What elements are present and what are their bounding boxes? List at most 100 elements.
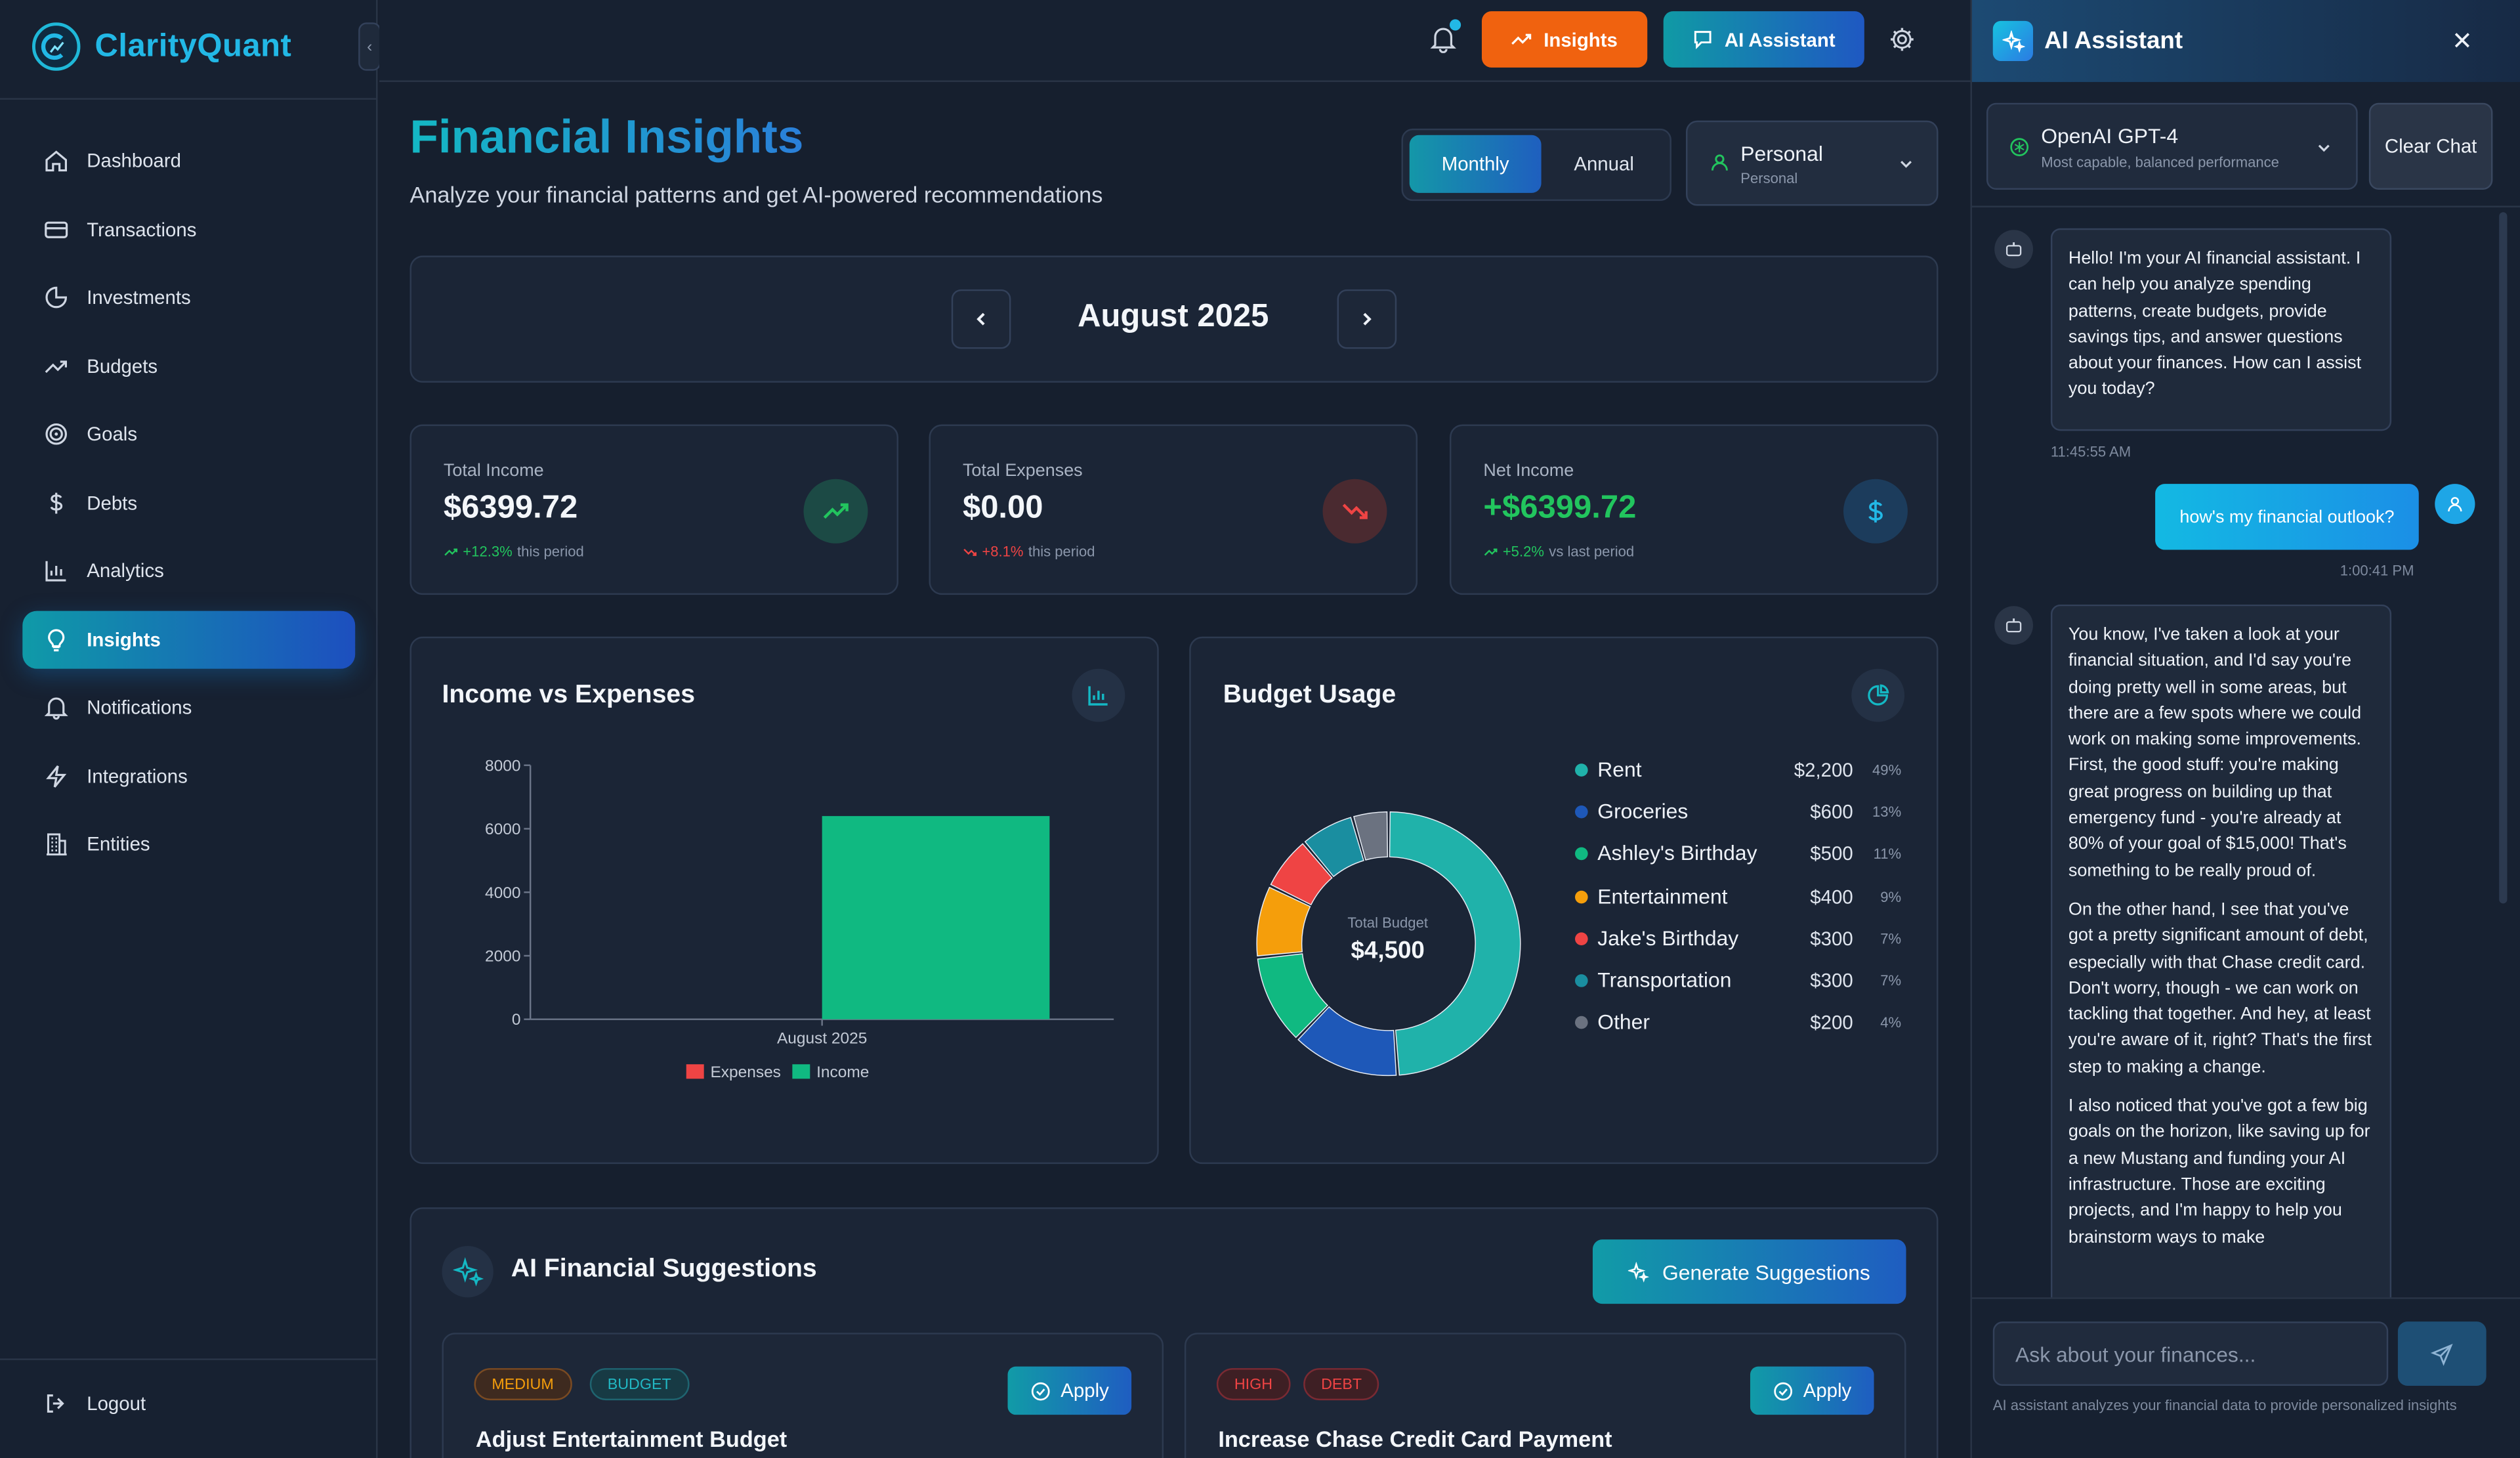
apply-suggestion-button[interactable]: Apply [1750,1366,1874,1415]
sidebar-item-label: Transactions [87,217,197,241]
legend-swatch [686,1064,704,1079]
sidebar-item-dashboard[interactable]: Dashboard [22,132,355,190]
trending-up-icon [43,353,69,379]
trend-down-icon [963,544,977,559]
donut-slice-ashley-s-birthday[interactable] [1257,953,1328,1039]
user-message: how's my financial outlook? [2155,484,2419,550]
sidebar-item-budgets[interactable]: Budgets [22,337,355,395]
donut-slice-other[interactable] [1353,811,1389,861]
sidebar-item-investments[interactable]: Investments [22,268,355,326]
chat-input[interactable] [1992,1321,2389,1386]
message-paragraph: On the other hand, I see that you've got… [2068,900,2372,1077]
target-icon [43,421,69,447]
stat-change-value: +5.2% [1502,543,1544,560]
month-navigator [410,255,1939,383]
ai-assistant-button[interactable]: AI Assistant [1663,11,1864,68]
y-tick-label: 4000 [485,884,520,902]
income-expenses-bar-chart: 0 2000 4000 6000 8000 August 2025 Expenses Inco… [485,757,1114,1081]
model-description: Most capable, balanced performance [2041,154,2279,171]
generate-suggestions-button[interactable]: Generate Suggestions [1592,1239,1906,1304]
stat-value: $0.00 [962,490,1043,526]
settings-gear-icon[interactable] [1889,26,1916,53]
legend-item: Rent $2,200 49% [1575,756,1901,784]
legend-label: Other [1597,1010,1650,1035]
suggestion-title: Increase Chase Credit Card Payment [1218,1426,1612,1452]
assistant-message: You know, I've taken a look at your fina… [2050,604,2392,1298]
entity-select[interactable] [1686,120,1939,206]
sidebar-item-notifications[interactable]: Notifications [22,678,355,736]
close-icon[interactable] [2451,29,2473,51]
donut-center-label: Total Budget [1347,914,1428,931]
send-button[interactable] [2397,1321,2487,1386]
y-tick-label: 8000 [485,757,520,775]
send-icon [2430,1342,2454,1366]
stat-change-suffix: this period [1028,543,1095,560]
stat-change: +12.3% this period [444,544,584,559]
sidebar-item-goals[interactable]: Goals [22,405,355,463]
message-paragraph: You know, I've taken a look at your fina… [2068,625,2362,881]
stat-card-income: Total Income $6399.72 +12.3% this period [410,424,898,595]
current-month: August 2025 [1078,299,1269,335]
donut-slice-rent[interactable] [1389,811,1521,1076]
sidebar-item-entities[interactable]: Entities [22,815,355,873]
period-annual-button[interactable]: Annual [1574,152,1634,175]
legend-item: Ashley's Birthday $500 11% [1575,840,1901,868]
model-select[interactable] [1986,102,2358,190]
legend-item: Other $200 4% [1575,1008,1901,1037]
chat-scrollbar[interactable] [2499,212,2508,904]
sidebar-item-insights[interactable]: Insights [22,610,356,668]
ai-panel-header [1971,0,2520,82]
chat-icon [1692,29,1713,50]
dollar-icon [43,490,69,515]
stat-change-value: +12.3% [463,543,513,560]
budget-donut-chart [1256,811,1521,1077]
previous-month-button[interactable] [951,289,1011,349]
trend-up-icon [1483,544,1498,559]
clear-chat-button[interactable]: Clear Chat [2368,102,2493,190]
stat-label: Total Expenses [962,461,1083,481]
trending-up-icon [803,479,868,544]
period-monthly-button[interactable]: Monthly [1409,135,1542,193]
ai-disclaimer: AI assistant analyzes your financial dat… [1992,1397,2457,1413]
donut-slice-groceries[interactable] [1297,1006,1397,1077]
sidebar-item-debts[interactable]: Debts [22,473,355,531]
message-timestamp: 11:45:55 AM [2050,443,2132,460]
chevron-right-icon [1358,311,1376,328]
message-timestamp: 1:00:41 PM [2340,563,2414,579]
ai-panel-title: AI Assistant [2044,27,2183,55]
chart-title: Income vs Expenses [442,681,696,710]
legend-percent: 9% [1880,888,1902,905]
stat-change-suffix: this period [517,543,584,560]
apply-suggestion-button[interactable]: Apply [1007,1366,1132,1415]
sidebar-item-label: Insights [87,628,161,651]
collapse-sidebar-button[interactable]: ‹ [358,22,381,71]
next-month-button[interactable] [1337,289,1397,349]
logo[interactable]: ClarityQuant [32,22,291,71]
credit-card-icon [43,216,69,242]
donut-slice-transportation[interactable] [1304,817,1364,878]
bell-icon [43,695,69,720]
budget-title: Budget Usage [1223,681,1396,710]
insights-button[interactable]: Insights [1481,11,1648,68]
donut-slice-jake-s-birthday[interactable] [1270,843,1333,906]
stat-card-net-income: Net Income +$6399.72 +5.2% vs last perio… [1449,424,1939,595]
legend-label: Income [816,1063,869,1081]
legend-dot [1575,932,1588,945]
model-name: OpenAI GPT-4 [2041,123,2179,148]
page-subtitle: Analyze your financial patterns and get … [410,181,1103,207]
chevron-down-icon [2316,140,2332,156]
logout-button[interactable]: Logout [22,1375,355,1432]
logout-label: Logout [87,1392,146,1415]
sidebar-item-integrations[interactable]: Integrations [22,747,355,805]
stat-card-expenses: Total Expenses $0.00 +8.1% this period [929,424,1418,595]
donut-slice-entertainment[interactable] [1256,886,1311,956]
sidebar-item-label: Goals [87,423,138,446]
legend-label: Expenses [710,1063,780,1081]
legend-label: Groceries [1597,799,1689,824]
notifications-bell-icon[interactable] [1429,24,1458,53]
sidebar-item-transactions[interactable]: Transactions [22,200,355,258]
stat-label: Total Income [443,461,544,481]
apply-label: Apply [1803,1379,1852,1402]
legend-percent: 11% [1873,846,1902,863]
sidebar-item-analytics[interactable]: Analytics [22,542,355,599]
